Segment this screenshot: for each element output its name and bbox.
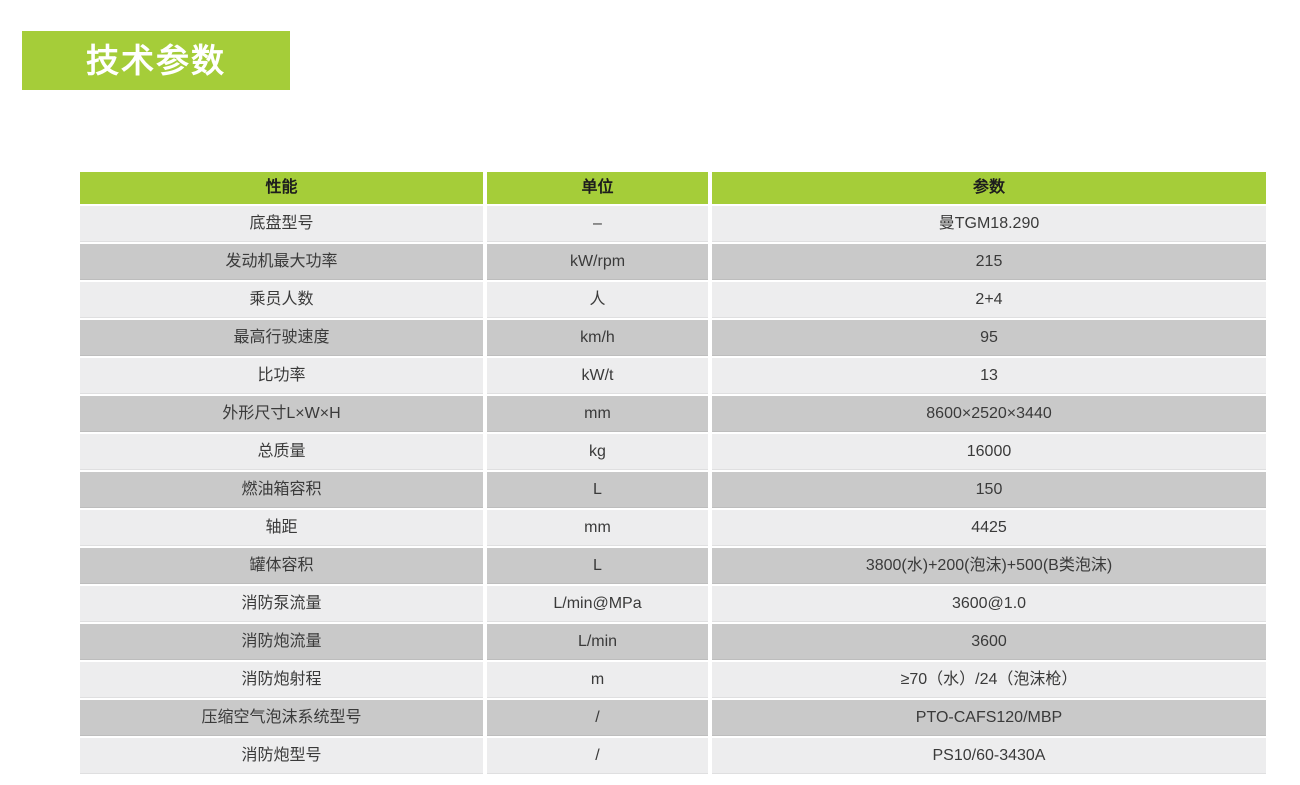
table-body: 底盘型号 – 曼TGM18.290 发动机最大功率 kW/rpm 215 乘员人数人 2+4 最… (80, 206, 1266, 774)
cell-performance: 轴距 (80, 510, 483, 546)
table-header-row: 性能 单位 参数 (80, 172, 1266, 204)
cell-unit: / (487, 738, 708, 774)
cell-parameter: PS10/60-3430A (712, 738, 1266, 774)
table-row: 乘员人数人 2+4 (80, 282, 1266, 318)
cell-performance: 乘员人数 (80, 282, 483, 318)
table-row: 底盘型号 – 曼TGM18.290 (80, 206, 1266, 242)
table-row: 比功率 kW/t 13 (80, 358, 1266, 394)
cell-unit: mm (487, 396, 708, 432)
cell-parameter: PTO-CAFS120/MBP (712, 700, 1266, 736)
cell-unit: m (487, 662, 708, 698)
cell-parameter: 95 (712, 320, 1266, 356)
column-header-performance: 性能 (80, 172, 483, 204)
cell-parameter: 3600@1.0 (712, 586, 1266, 622)
cell-unit: km/h (487, 320, 708, 356)
cell-parameter: 215 (712, 244, 1266, 280)
table-row: 总质量 kg 16000 (80, 434, 1266, 470)
cell-performance: 底盘型号 (80, 206, 483, 242)
cell-unit: L/min@MPa (487, 586, 708, 622)
cell-unit: mm (487, 510, 708, 546)
page-title: 技术参数 (86, 42, 226, 79)
table-row: 外形尺寸L×W×H mm 8600×2520×3440 (80, 396, 1266, 432)
cell-performance: 消防炮型号 (80, 738, 483, 774)
table-row: 发动机最大功率 kW/rpm 215 (80, 244, 1266, 280)
cell-unit: kg (487, 434, 708, 470)
cell-performance: 罐体容积 (80, 548, 483, 584)
cell-parameter: 16000 (712, 434, 1266, 470)
cell-performance: 消防泵流量 (80, 586, 483, 622)
table-row: 消防炮型号 / PS10/60-3430A (80, 738, 1266, 774)
table-row: 罐体容积 L 3800(水)+200(泡沫)+500(B类泡沫) (80, 548, 1266, 584)
column-header-unit: 单位 (487, 172, 708, 204)
cell-performance: 总质量 (80, 434, 483, 470)
cell-performance: 消防炮流量 (80, 624, 483, 660)
cell-parameter: ≥70（水）/24（泡沫枪） (712, 662, 1266, 698)
column-header-parameter: 参数 (712, 172, 1266, 204)
table-row: 轴距 mm 4425 (80, 510, 1266, 546)
table-row: 燃油箱容积 L 150 (80, 472, 1266, 508)
page-title-banner: 技术参数 (22, 31, 290, 90)
cell-parameter: 8600×2520×3440 (712, 396, 1266, 432)
technical-spec-table: 性能 单位 参数 底盘型号 – 曼TGM18.290 发动机最大功率 kW/rpm 215… (80, 172, 1266, 776)
cell-parameter: 4425 (712, 510, 1266, 546)
table-row: 消防泵流量 L/min@MPa 3600@1.0 (80, 586, 1266, 622)
cell-parameter: 13 (712, 358, 1266, 394)
cell-performance: 压缩空气泡沫系统型号 (80, 700, 483, 736)
cell-unit: kW/t (487, 358, 708, 394)
cell-parameter: 150 (712, 472, 1266, 508)
table-row: 最高行驶速度 km/h 95 (80, 320, 1266, 356)
cell-performance: 消防炮射程 (80, 662, 483, 698)
table-row: 消防炮流量 L/min 3600 (80, 624, 1266, 660)
cell-unit: 人 (487, 282, 708, 318)
cell-unit: kW/rpm (487, 244, 708, 280)
cell-performance: 最高行驶速度 (80, 320, 483, 356)
cell-parameter: 3600 (712, 624, 1266, 660)
cell-unit: / (487, 700, 708, 736)
cell-parameter: 曼TGM18.290 (712, 206, 1266, 242)
cell-performance: 燃油箱容积 (80, 472, 483, 508)
cell-performance: 发动机最大功率 (80, 244, 483, 280)
cell-performance: 比功率 (80, 358, 483, 394)
cell-unit: L (487, 472, 708, 508)
cell-performance: 外形尺寸L×W×H (80, 396, 483, 432)
cell-parameter: 3800(水)+200(泡沫)+500(B类泡沫) (712, 548, 1266, 584)
cell-unit: L (487, 548, 708, 584)
table-row: 消防炮射程 m ≥70（水）/24（泡沫枪） (80, 662, 1266, 698)
table-row: 压缩空气泡沫系统型号 / PTO-CAFS120/MBP (80, 700, 1266, 736)
cell-parameter: 2+4 (712, 282, 1266, 318)
cell-unit: L/min (487, 624, 708, 660)
cell-unit: – (487, 206, 708, 242)
